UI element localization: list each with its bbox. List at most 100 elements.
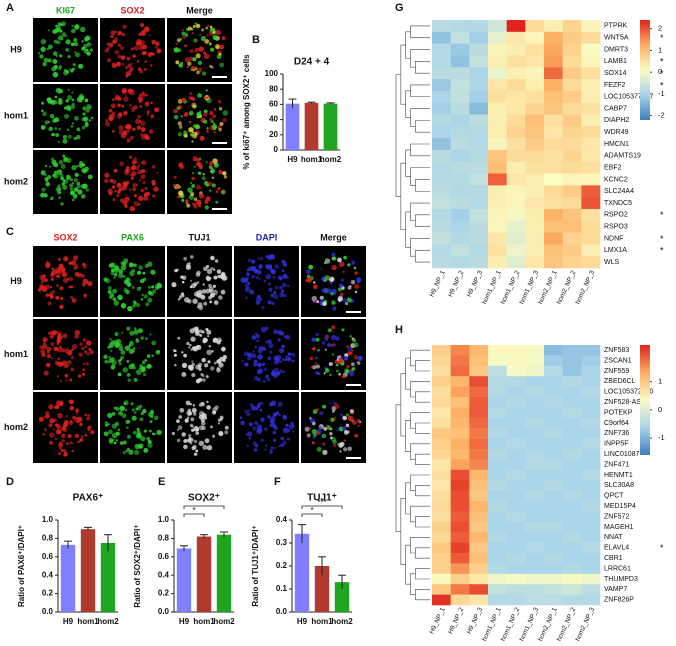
cell-blob — [188, 120, 192, 124]
cell-blob — [340, 413, 343, 416]
cell-blob — [187, 187, 193, 193]
cell-blob — [134, 411, 137, 414]
cell-blob — [131, 415, 137, 421]
heatmap-cell — [544, 197, 563, 210]
cell-blob — [253, 359, 258, 364]
cell-blob — [192, 327, 196, 331]
heatmap-cell — [544, 149, 563, 163]
cell-blob — [42, 344, 48, 350]
heatmap-cell — [488, 553, 507, 564]
cell-blob — [179, 164, 184, 170]
cell-blob — [341, 374, 346, 379]
cell-blob — [151, 340, 157, 346]
row-label: ZNF736 — [604, 430, 629, 437]
cell-blob — [311, 337, 316, 342]
cell-blob — [65, 415, 68, 418]
heatmap-cell — [450, 90, 470, 103]
cell-blob — [56, 284, 59, 287]
cell-blob — [262, 379, 266, 384]
heatmap-cell — [544, 573, 563, 585]
cell-blob — [76, 96, 83, 103]
channel-label: TUJ1 — [188, 232, 210, 242]
cell-blob — [48, 423, 53, 428]
cell-blob — [171, 431, 175, 436]
cell-blob — [132, 54, 136, 58]
cell-blob — [107, 58, 111, 63]
heatmap-cell — [469, 386, 489, 398]
heatmap-cell — [544, 20, 563, 33]
cell-blob — [252, 362, 258, 367]
heatmap-cell — [562, 469, 582, 481]
cell-blob — [128, 103, 132, 107]
cell-blob — [177, 121, 182, 126]
cell-blob — [113, 168, 118, 173]
x-tick-label: hom2 — [213, 617, 235, 626]
cell-blob — [155, 46, 158, 49]
heatmap-cell — [581, 232, 601, 245]
cell-blob — [73, 178, 78, 183]
cell-blob — [54, 117, 60, 123]
cell-blob — [202, 283, 205, 286]
cell-blob — [322, 288, 327, 293]
heatmap-cell — [525, 244, 545, 257]
cell-blob — [190, 181, 193, 185]
heatmap-cell — [525, 67, 545, 80]
cell-blob — [191, 184, 196, 188]
heatmap-cell — [544, 126, 563, 139]
cell-blob — [108, 429, 113, 435]
cell-blob — [175, 42, 178, 45]
heatmap-cell — [450, 386, 470, 398]
heatmap-cell — [525, 386, 545, 398]
cell-blob — [65, 99, 69, 103]
cell-blob — [153, 415, 159, 421]
cell-blob — [135, 369, 142, 375]
x-tick-label: hom2 — [331, 617, 353, 626]
cell-blob — [40, 280, 44, 284]
cell-blob — [198, 171, 202, 175]
cell-blob — [351, 367, 356, 371]
cell-blob — [273, 291, 277, 295]
heatmap-cell — [488, 365, 507, 377]
cell-blob — [57, 347, 63, 353]
cell-blob — [213, 130, 216, 134]
cell-blob — [218, 127, 222, 132]
cell-blob — [137, 169, 142, 175]
cell-blob — [58, 100, 63, 105]
heatmap-cell — [562, 511, 582, 523]
cell-blob — [137, 67, 142, 72]
cell-blob — [291, 352, 296, 357]
cell-blob — [70, 125, 74, 128]
cell-blob — [126, 426, 129, 429]
cell-blob — [281, 283, 287, 288]
cell-blob — [87, 429, 90, 432]
cell-blob — [306, 433, 311, 438]
cell-blob — [311, 441, 315, 445]
heatmap-cell — [432, 345, 451, 356]
cell-blob — [116, 61, 121, 67]
cell-blob — [133, 201, 139, 207]
heatmap-cell — [562, 185, 582, 198]
cell-blob — [287, 357, 292, 361]
cell-blob — [123, 96, 129, 102]
cell-blob — [82, 372, 85, 376]
cell-blob — [143, 447, 149, 453]
heatmap-cell — [432, 220, 451, 233]
heatmap-cell — [562, 521, 582, 533]
cell-blob — [203, 111, 208, 117]
heatmap-cell — [432, 521, 451, 533]
heatmap-cell — [544, 114, 563, 127]
cell-blob — [215, 190, 219, 193]
heatmap-cell — [506, 511, 526, 523]
cell-blob — [254, 420, 259, 425]
heatmap-cell — [506, 197, 526, 210]
cell-blob — [223, 175, 228, 179]
cell-blob — [38, 285, 44, 291]
heatmap-cell — [432, 553, 451, 564]
cell-blob — [219, 44, 225, 50]
cell-blob — [265, 340, 268, 344]
cell-blob — [176, 106, 180, 111]
heatmap-cell — [469, 31, 489, 44]
cell-blob — [258, 264, 263, 269]
heatmap-cell — [544, 55, 563, 68]
cell-blob — [116, 182, 122, 188]
